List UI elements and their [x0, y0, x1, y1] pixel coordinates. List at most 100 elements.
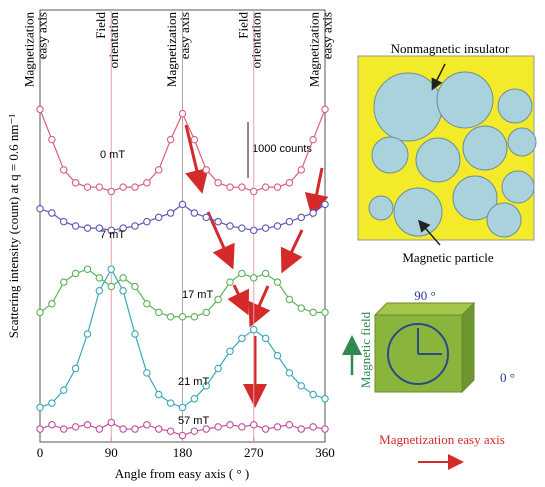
data-point [120, 275, 126, 281]
data-point [120, 426, 126, 432]
data-point [239, 335, 245, 341]
series-label: 21 mT [178, 376, 209, 388]
data-point [227, 184, 233, 190]
data-point [156, 167, 162, 173]
data-point [227, 279, 233, 285]
data-point [239, 270, 245, 276]
data-point [251, 326, 257, 332]
data-point [120, 288, 126, 294]
series-label: 17 mT [182, 289, 213, 301]
data-point [167, 314, 173, 320]
data-point [191, 136, 197, 142]
data-point [215, 180, 221, 186]
data-point [286, 180, 292, 186]
data-point [96, 184, 102, 190]
data-point [61, 167, 67, 173]
series-label: 57 mT [178, 415, 209, 427]
data-point [96, 275, 102, 281]
data-point [132, 184, 138, 190]
diagram: Nonmagnetic insulator Magnetic particle … [352, 41, 536, 462]
x-tick-label: 360 [315, 445, 335, 460]
data-point [179, 432, 185, 438]
data-point [72, 365, 78, 371]
data-point [262, 335, 268, 341]
data-point [179, 314, 185, 320]
data-point [298, 214, 304, 220]
data-point [322, 426, 328, 432]
data-point [227, 348, 233, 354]
data-point [227, 422, 233, 428]
data-point [167, 428, 173, 434]
data-point [37, 206, 43, 212]
data-point [61, 218, 67, 224]
angle-0: 0 ° [500, 370, 515, 385]
data-point [239, 184, 245, 190]
data-point [120, 184, 126, 190]
data-point [179, 404, 185, 410]
data-point [37, 404, 43, 410]
data-point [179, 110, 185, 116]
data-point [274, 352, 280, 358]
data-point [132, 283, 138, 289]
data-point [322, 396, 328, 402]
x-tick-label: 90 [105, 445, 118, 460]
data-point [37, 106, 43, 112]
data-point [84, 422, 90, 428]
data-point [251, 227, 257, 233]
data-point [167, 210, 173, 216]
data-point [191, 428, 197, 434]
data-point [310, 391, 316, 397]
data-point [310, 424, 316, 430]
y-axis-label: Scattering intensity (count) at q = 0.6 … [6, 114, 21, 339]
x-tick-label: 0 [37, 445, 44, 460]
data-point [215, 218, 221, 224]
data-point [322, 309, 328, 315]
data-point [61, 279, 67, 285]
x-tick-label: 270 [244, 445, 264, 460]
annotation: Magnetizationeasy axis [307, 12, 335, 88]
data-point [84, 184, 90, 190]
data-point [239, 225, 245, 231]
data-point [310, 210, 316, 216]
data-point [239, 424, 245, 430]
data-point [262, 225, 268, 231]
annotation: Magnetizationeasy axis [164, 12, 192, 88]
data-point [286, 422, 292, 428]
data-point [262, 426, 268, 432]
annotation-line: easy axis [35, 12, 50, 59]
data-point [144, 180, 150, 186]
data-point [251, 275, 257, 281]
x-axis-label: Angle from easy axis ( ° ) [115, 466, 249, 481]
data-point [310, 309, 316, 315]
field-label: Magnetic field [358, 311, 373, 388]
data-point [274, 223, 280, 229]
annotation-line: easy axis [320, 12, 335, 59]
data-point [167, 400, 173, 406]
data-point [203, 167, 209, 173]
data-point [215, 365, 221, 371]
data-point [179, 201, 185, 207]
data-point [156, 214, 162, 220]
series-label: 7 mT [100, 229, 125, 241]
data-point [49, 301, 55, 307]
data-point [298, 426, 304, 432]
data-point [84, 225, 90, 231]
data-point [61, 426, 67, 432]
data-point [322, 106, 328, 112]
data-point [49, 422, 55, 428]
data-point [298, 383, 304, 389]
data-point [132, 223, 138, 229]
data-point [286, 370, 292, 376]
data-point [108, 283, 114, 289]
data-point [274, 184, 280, 190]
data-point [132, 426, 138, 432]
angle-90: 90 ° [414, 288, 435, 303]
data-point [144, 301, 150, 307]
data-point [49, 400, 55, 406]
data-point [72, 424, 78, 430]
data-point [262, 184, 268, 190]
data-point [144, 218, 150, 224]
data-point [286, 296, 292, 302]
